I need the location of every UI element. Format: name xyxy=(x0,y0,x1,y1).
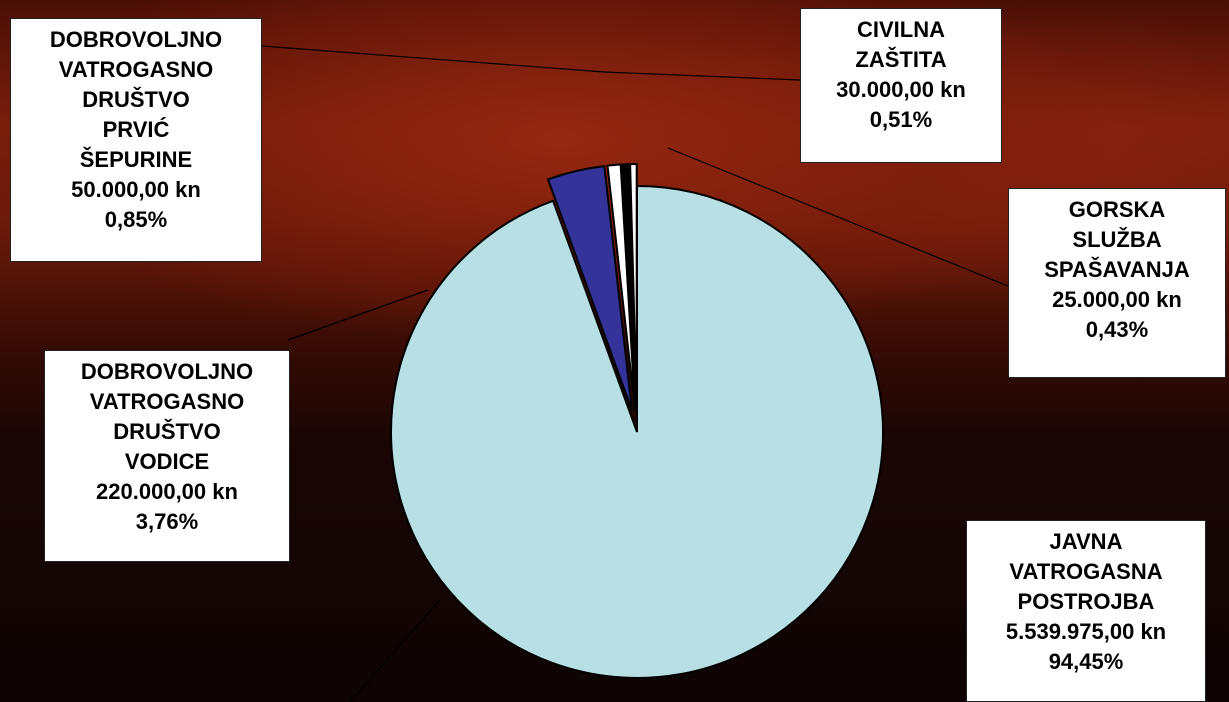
label-javna-line: JAVNA xyxy=(1049,529,1123,554)
label-dvd-vodice-line: VATROGASNO xyxy=(89,389,245,414)
label-javna-percent: 94,45% xyxy=(1048,649,1124,674)
pie-slice-2 xyxy=(546,165,633,411)
label-gorska-sluzba: GORSKA SLUŽBA SPAŠAVANJA 25.000,00 kn 0,… xyxy=(1008,188,1226,378)
label-civilna-line: ZAŠTITA xyxy=(855,47,947,72)
leader-line-javna xyxy=(349,599,441,702)
label-dvd-vodice-line: DOBROVOLJNO xyxy=(80,359,254,384)
label-javna-line: POSTROJBA xyxy=(1017,589,1155,614)
label-dvd-vodice-line: DRUŠTVO xyxy=(113,419,221,444)
label-civilna-percent: 0,51% xyxy=(869,107,933,132)
label-dvd-vodice-percent: 3,76% xyxy=(135,509,199,534)
label-dvd-vodice: DOBROVOLJNO VATROGASNO DRUŠTVO VODICE 22… xyxy=(44,350,290,562)
label-dvd-prvic-line: ŠEPURINE xyxy=(79,147,193,172)
label-civilna-zastita: CIVILNA ZAŠTITA 30.000,00 kn 0,51% xyxy=(800,8,1002,163)
leader-line-vodice xyxy=(287,289,429,341)
label-civilna-line: CIVILNA xyxy=(857,17,945,42)
label-gorska-value: 25.000,00 kn xyxy=(1052,287,1182,312)
label-dvd-vodice-value: 220.000,00 kn xyxy=(96,479,238,504)
label-gorska-line: SPAŠAVANJA xyxy=(1044,257,1190,282)
label-dvd-prvic-line: VATROGASNO xyxy=(58,57,214,82)
leader-line-gorska xyxy=(667,147,1009,287)
leader-line-prvic xyxy=(261,45,605,73)
label-dvd-prvic-value: 50.000,00 kn xyxy=(71,177,201,202)
label-javna-line: VATROGASNA xyxy=(1009,559,1163,584)
label-javna-value: 5.539.975,00 kn xyxy=(1005,619,1167,644)
label-dvd-prvic: DOBROVOLJNO VATROGASNO DRUŠTVO PRVIĆ ŠEP… xyxy=(10,18,262,262)
label-civilna-value: 30.000,00 kn xyxy=(836,77,966,102)
label-dvd-prvic-line: DOBROVOLJNO xyxy=(49,27,223,52)
label-gorska-line: SLUŽBA xyxy=(1072,227,1162,252)
pie-slice-5 xyxy=(629,163,638,411)
label-gorska-percent: 0,43% xyxy=(1085,317,1149,342)
leader-line-civilna xyxy=(603,71,801,81)
label-gorska-line: GORSKA xyxy=(1068,197,1166,222)
label-dvd-prvic-percent: 0,85% xyxy=(104,207,168,232)
label-javna-postrojba: JAVNA VATROGASNA POSTROJBA 5.539.975,00 … xyxy=(966,520,1206,702)
label-dvd-vodice-line: VODICE xyxy=(124,449,210,474)
label-dvd-prvic-line: DRUŠTVO xyxy=(82,87,190,112)
pie-slice-1 xyxy=(390,184,884,679)
label-dvd-prvic-line: PRVIĆ xyxy=(102,117,170,142)
